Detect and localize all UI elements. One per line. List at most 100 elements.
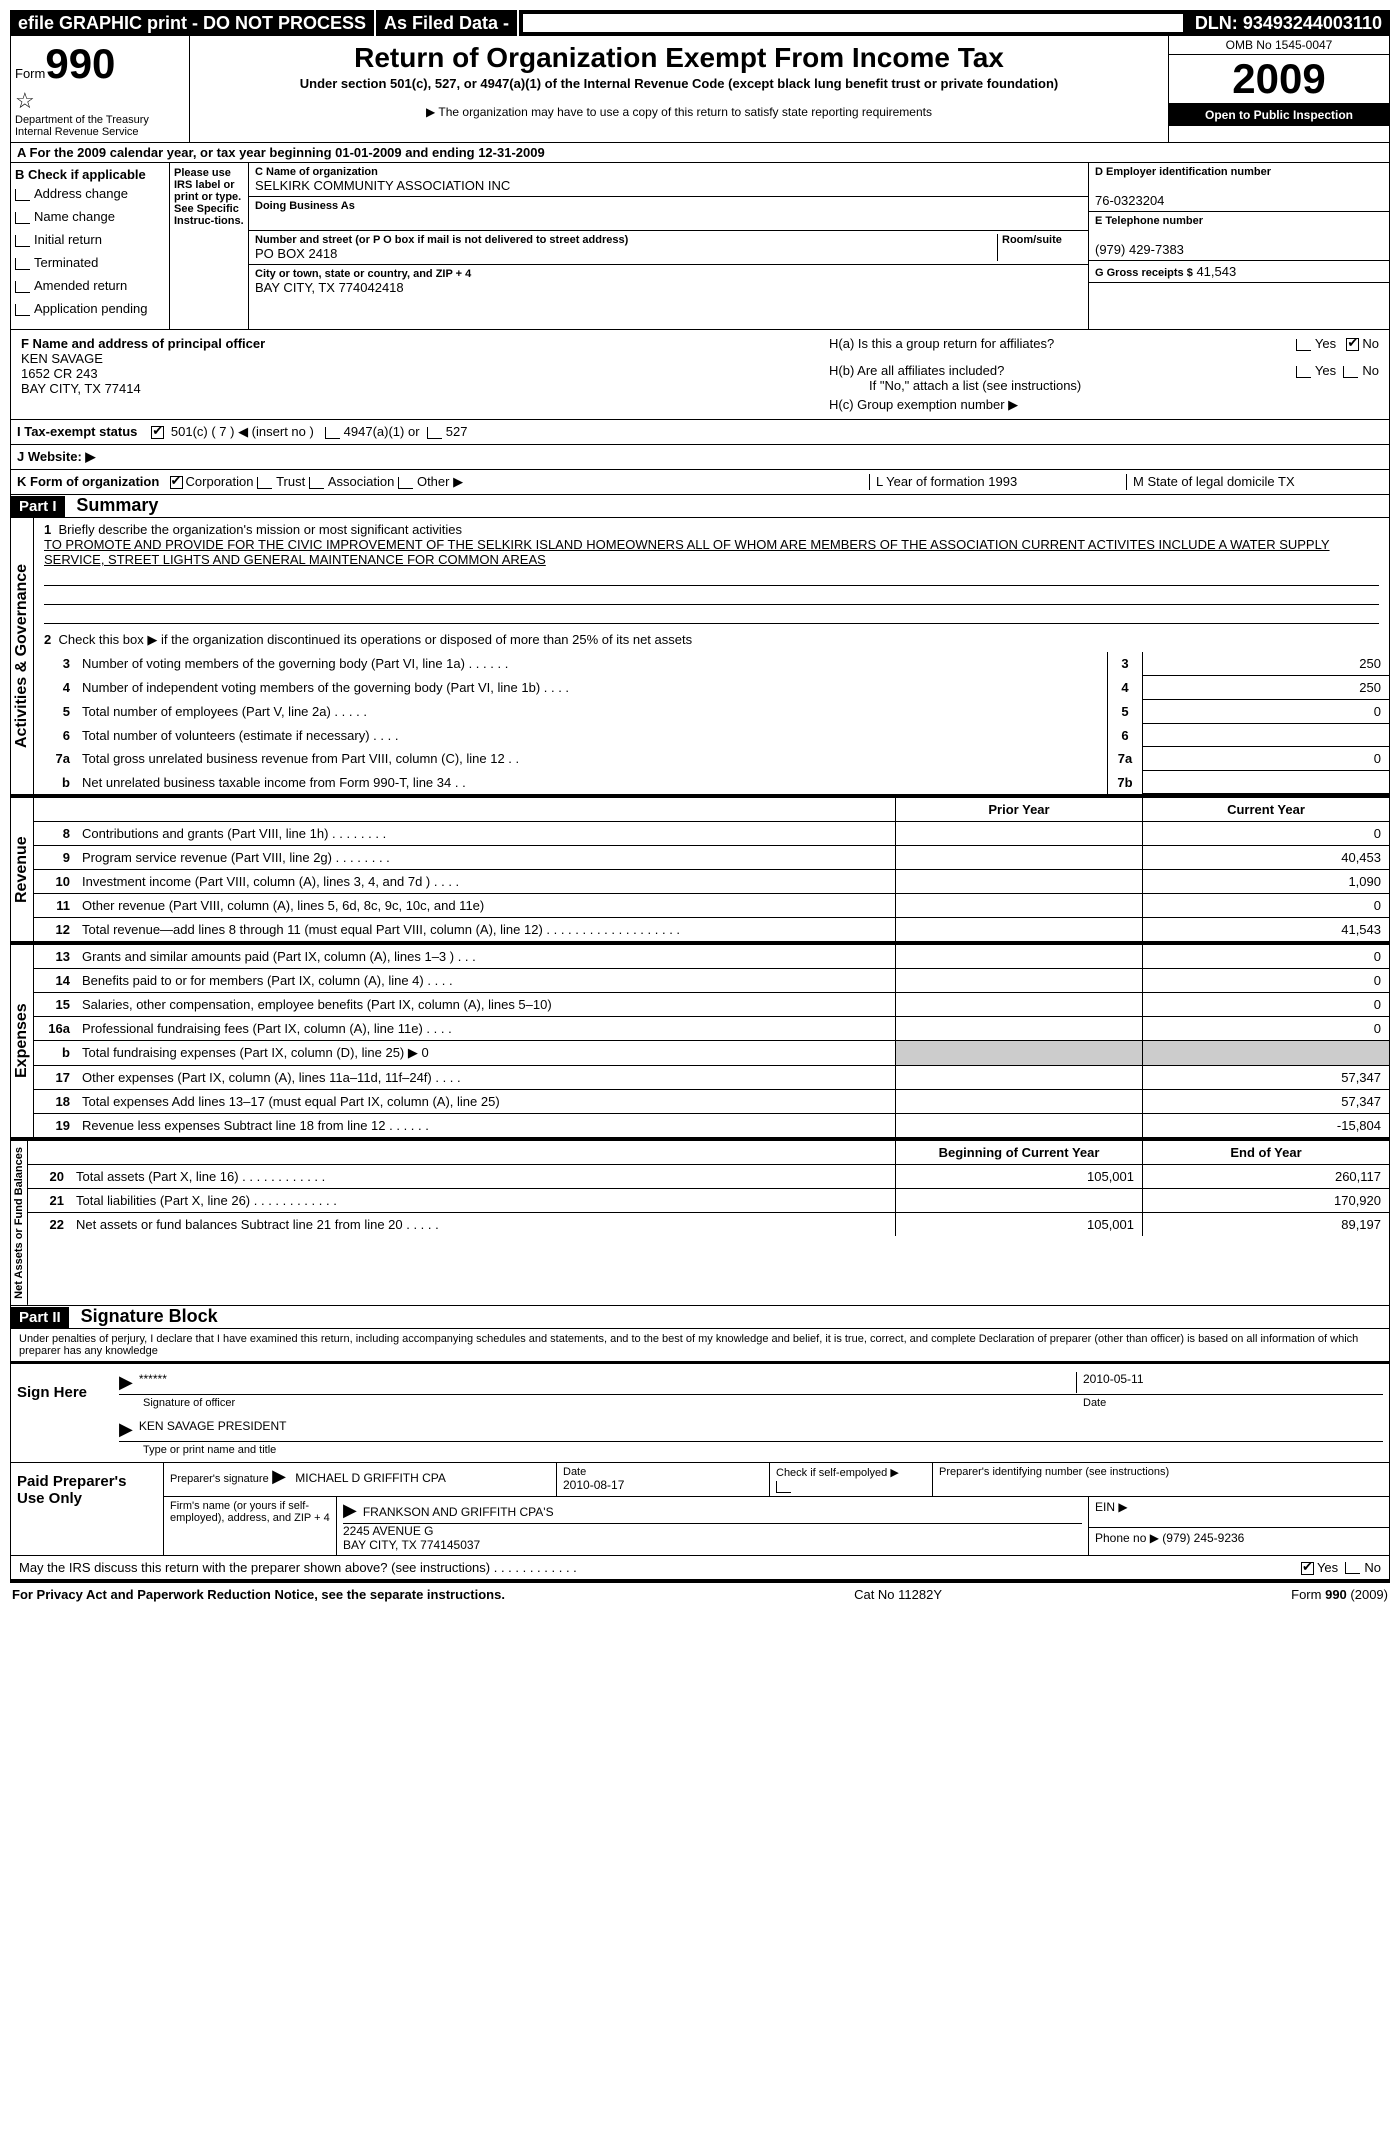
net-section: Net Assets or Fund Balances Beginning of… [10,1138,1390,1306]
assoc-text[interactable]: Association [328,474,394,489]
form-header: Form990 ☆ Department of the Treasury Int… [10,36,1390,143]
ha-no-chk[interactable] [1346,338,1359,351]
gov-row: bNet unrelated business taxable income f… [34,771,1389,794]
prep-sig-lbl: Preparer's signature [170,1473,269,1485]
vlabel-net: Net Assets or Fund Balances [11,1141,28,1305]
corp-text: Corporation [186,474,254,489]
table-row: 13Grants and similar amounts paid (Part … [34,945,1389,968]
discuss-text: May the IRS discuss this return with the… [19,1560,1298,1575]
gross-label: G Gross receipts $ [1095,267,1193,279]
table-row: 22Net assets or fund balances Subtract l… [28,1212,1389,1236]
declaration: Under penalties of perjury, I declare th… [10,1329,1390,1362]
sig-date: 2010-05-11 [1076,1372,1383,1393]
gov-row: 7aTotal gross unrelated business revenue… [34,747,1389,771]
beg-year-hdr: Beginning of Current Year [895,1141,1142,1164]
sig-stars: ****** [139,1372,167,1386]
501c-chk[interactable] [151,426,164,439]
table-row: 16aProfessional fundraising fees (Part I… [34,1016,1389,1040]
officer-addr2: BAY CITY, TX 77414 [21,381,809,396]
ein-value: 76-0323204 [1095,193,1383,208]
sig-name-lbl: Type or print name and title [143,1444,1383,1456]
gov-row: 4Number of independent voting members of… [34,676,1389,700]
prep-date-lbl: Date [563,1466,763,1478]
chk-pending[interactable]: Application pending [34,301,147,316]
table-row: 15Salaries, other compensation, employee… [34,992,1389,1016]
mission-text: TO PROMOTE AND PROVIDE FOR THE CIVIC IMP… [44,537,1330,567]
discuss-no-chk[interactable] [1345,1562,1360,1574]
form-word: Form [15,66,45,81]
part1-label: Part I [11,496,65,517]
form-subtitle: Under section 501(c), 527, or 4947(a)(1)… [200,76,1158,91]
part2-title: Signature Block [81,1306,218,1326]
ha-yes[interactable]: Yes [1315,336,1336,351]
part1-header-row: Part I Summary [10,495,1390,518]
chk-amended[interactable]: Amended return [34,278,127,293]
efile-label: efile GRAPHIC print - DO NOT PROCESS [10,10,376,36]
footer-mid: Cat No 11282Y [854,1587,942,1602]
corp-chk[interactable] [170,476,183,489]
exp-section: Expenses 13Grants and similar amounts pa… [10,942,1390,1138]
rev-section: Revenue Prior Year Current Year 8Contrib… [10,795,1390,942]
gov-row: 3Number of voting members of the governi… [34,652,1389,676]
discuss-row: May the IRS discuss this return with the… [10,1556,1390,1580]
gov-row: 6Total number of volunteers (estimate if… [34,724,1389,747]
org-name: SELKIRK COMMUNITY ASSOCIATION INC [255,178,1082,193]
asfiled-label: As Filed Data - [376,10,519,36]
table-row: 10Investment income (Part VIII, column (… [34,869,1389,893]
paid-prep-label: Paid Preparer's Use Only [11,1463,164,1555]
other-text[interactable]: Other ▶ [417,474,463,489]
hb-label: H(b) Are all affiliates included? [829,363,1004,378]
phone-label: E Telephone number [1095,215,1383,227]
phone-value: (979) 429-7383 [1095,242,1383,257]
tax-status-label: I Tax-exempt status [17,424,137,439]
line-j: J Website: ▶ [10,445,1390,470]
preparer-block: Paid Preparer's Use Only Preparer's sign… [10,1463,1390,1556]
entity-block: B Check if applicable Address change Nam… [10,163,1390,330]
vlabel-rev: Revenue [11,798,34,941]
self-emp-chk[interactable] [776,1481,791,1493]
trust-text[interactable]: Trust [276,474,305,489]
form-title: Return of Organization Exempt From Incom… [200,42,1158,74]
l1-text: Briefly describe the organization's miss… [58,522,461,537]
ha-label: H(a) Is this a group return for affiliat… [829,336,1054,351]
curr-year-hdr: Current Year [1142,798,1389,821]
prior-year-hdr: Prior Year [895,798,1142,821]
please-use-label: Please use IRS label or print or type. S… [170,163,249,329]
firm-addr1: 2245 AVENUE G [343,1523,1082,1538]
form-note: ▶ The organization may have to use a cop… [200,105,1158,119]
discuss-yes-chk[interactable] [1301,1562,1314,1575]
sig-name: KEN SAVAGE PRESIDENT [139,1419,287,1440]
tax-year: 2009 [1169,55,1389,104]
table-row: 18Total expenses Add lines 13–17 (must e… [34,1089,1389,1113]
chk-initial[interactable]: Initial return [34,232,102,247]
chk-terminated[interactable]: Terminated [34,255,98,270]
ein-label: D Employer identification number [1095,166,1383,178]
footer-right: Form 990 (2009) [1291,1587,1388,1602]
chk-address[interactable]: Address change [34,186,128,201]
hb-no[interactable]: No [1362,363,1379,378]
hb-yes[interactable]: Yes [1315,363,1336,378]
dba-label: Doing Business As [255,200,1082,212]
city-value: BAY CITY, TX 774042418 [255,280,1082,295]
officer-name: KEN SAVAGE [21,351,809,366]
firm-lbl: Firm's name (or yours if self-employed),… [164,1497,337,1555]
part2-label: Part II [11,1307,69,1328]
sign-block: Sign Here ▶ ****** 2010-05-11 Signature … [10,1362,1390,1463]
vlabel-gov: Activities & Governance [11,518,34,794]
table-row: 20Total assets (Part X, line 16) . . . .… [28,1164,1389,1188]
footer-left: For Privacy Act and Paperwork Reduction … [12,1587,505,1602]
table-row: 9Program service revenue (Part VIII, lin… [34,845,1389,869]
ein-lbl: EIN ▶ [1089,1497,1389,1528]
4947-text[interactable]: 4947(a)(1) or [344,424,420,439]
prep-date: 2010-08-17 [563,1478,763,1492]
irs-label: Internal Revenue Service [15,126,185,138]
527-text[interactable]: 527 [446,424,468,439]
officer-addr1: 1652 CR 243 [21,366,809,381]
website-label: J Website: ▶ [17,449,95,465]
part2-header-row: Part II Signature Block [10,1306,1390,1329]
footer: For Privacy Act and Paperwork Reduction … [10,1580,1390,1606]
prep-phone: (979) 245-9236 [1162,1531,1244,1545]
chk-name[interactable]: Name change [34,209,115,224]
asfiled-blank [523,14,1183,32]
table-row: 8Contributions and grants (Part VIII, li… [34,821,1389,845]
